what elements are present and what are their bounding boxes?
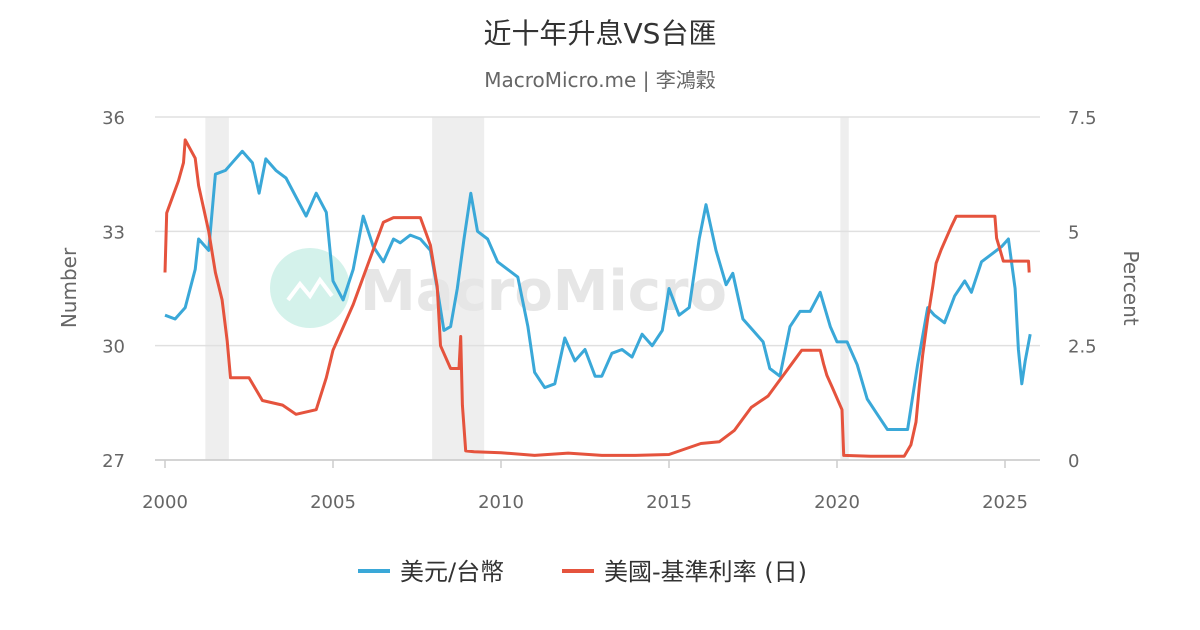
legend-item-1[interactable]: 美元/台幣 xyxy=(358,558,504,586)
left-axis-title: Number xyxy=(57,247,81,328)
x-tick-label: 2025 xyxy=(982,492,1028,513)
left-tick-label: 36 xyxy=(102,108,125,129)
right-tick-label: 2.5 xyxy=(1068,337,1097,358)
watermark-text: MacroMicro xyxy=(360,259,727,324)
right-tick-label: 0 xyxy=(1068,451,1079,472)
x-axis: 2000 2005 2010 2015 2020 2025 xyxy=(142,459,1040,513)
series-line-2 xyxy=(163,138,1031,458)
left-tick-label: 27 xyxy=(102,451,125,472)
x-tick-label: 2000 xyxy=(142,492,188,513)
right-tick-label: 7.5 xyxy=(1068,108,1097,129)
recession-band xyxy=(840,117,849,460)
legend-label: 美國-基準利率 (日) xyxy=(604,558,807,586)
watermark-logo-icon xyxy=(270,248,350,328)
watermark-mark-icon xyxy=(286,276,334,302)
right-axis: 0 2.5 5 7.5 Percent xyxy=(1068,108,1143,472)
x-tick-label: 2015 xyxy=(646,492,692,513)
recession-band xyxy=(205,117,229,460)
chart-title: 近十年升息VS台匯 xyxy=(483,17,717,50)
left-axis: 27 30 33 36 Number xyxy=(57,108,125,472)
legend-label: 美元/台幣 xyxy=(400,558,504,586)
right-axis-title: Percent xyxy=(1119,250,1143,325)
legend-item-2[interactable]: 美國-基準利率 (日) xyxy=(562,558,807,586)
series-line-1 xyxy=(164,149,1032,431)
right-tick-label: 5 xyxy=(1068,222,1079,243)
left-tick-label: 30 xyxy=(102,337,125,358)
watermark: MacroMicro xyxy=(270,248,727,328)
x-tick-label: 2005 xyxy=(310,492,356,513)
x-tick-label: 2010 xyxy=(478,492,524,513)
series-lines xyxy=(163,138,1032,458)
x-tick-label: 2020 xyxy=(814,492,860,513)
left-tick-label: 33 xyxy=(102,222,125,243)
legend[interactable]: 美元/台幣 美國-基準利率 (日) xyxy=(358,558,807,586)
chart-subtitle: MacroMicro.me | 李鴻穀 xyxy=(484,68,716,92)
